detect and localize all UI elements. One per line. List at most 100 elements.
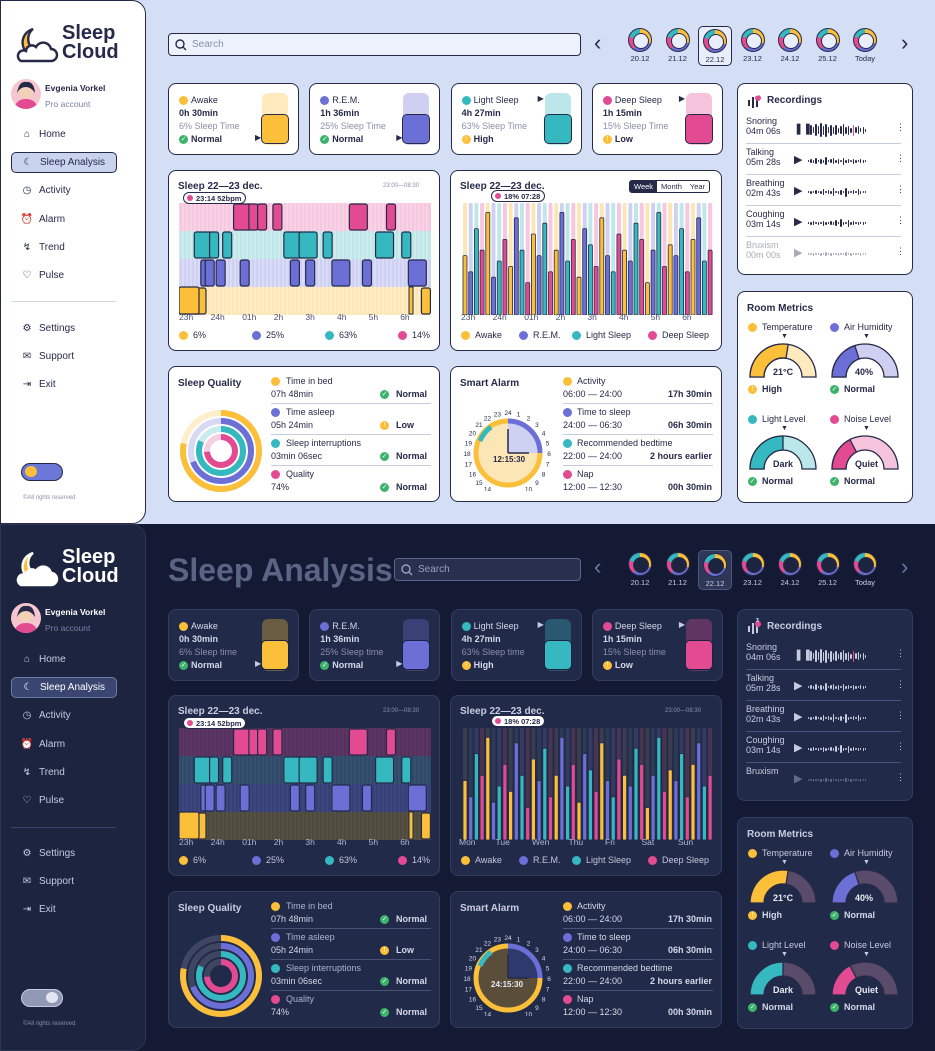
quality-status: Normal bbox=[396, 976, 428, 986]
stage-status: Low bbox=[614, 660, 633, 670]
clock-hour-label: 9 bbox=[535, 480, 539, 487]
date-22.12[interactable]: 22.12 bbox=[698, 550, 732, 590]
stage-segment bbox=[272, 728, 283, 756]
stage-card-light-sleep[interactable]: Light Sleep 4h 27min 63% Sleep time! High ▶ bbox=[450, 609, 582, 681]
more-icon[interactable]: ⋮ bbox=[896, 710, 905, 720]
theme-toggle[interactable] bbox=[21, 989, 63, 1007]
play-icon[interactable]: ▶ bbox=[794, 742, 803, 754]
play-icon[interactable]: ▶ bbox=[678, 94, 686, 103]
date-20.12[interactable]: 20.12 bbox=[623, 550, 657, 590]
pause-icon[interactable]: ❚❚ bbox=[794, 649, 813, 661]
nav-item-alarm[interactable]: ⏰ Alarm bbox=[11, 734, 117, 755]
more-icon[interactable]: ⋮ bbox=[896, 184, 905, 194]
play-icon[interactable]: ▶ bbox=[794, 711, 803, 723]
play-icon[interactable]: ▶ bbox=[794, 154, 803, 166]
nav-item-home[interactable]: ⌂ Home bbox=[11, 124, 117, 145]
date-Today[interactable]: Today bbox=[848, 550, 882, 590]
more-icon[interactable]: ⋮ bbox=[896, 648, 905, 658]
stage-card-deep-sleep[interactable]: Deep Sleep 1h 15min 15% Sleep Time! Low ▶ bbox=[591, 83, 723, 155]
nav-item-alarm[interactable]: ⏰ Alarm bbox=[11, 209, 117, 230]
bar bbox=[474, 228, 479, 315]
stage-segment bbox=[407, 784, 427, 812]
quality-label: Sleep interruptions bbox=[286, 438, 362, 448]
more-icon[interactable]: ⋮ bbox=[896, 679, 905, 689]
date-25.12[interactable]: 25.12 bbox=[811, 550, 845, 590]
play-icon[interactable]: ▶ bbox=[396, 659, 403, 668]
pause-icon[interactable]: ❚❚ bbox=[794, 123, 813, 135]
theme-toggle[interactable] bbox=[21, 463, 63, 481]
toggle-week[interactable]: Week bbox=[630, 181, 658, 192]
nav-item-settings[interactable]: ⚙ Settings bbox=[11, 318, 117, 339]
nav-item-support[interactable]: ✉ Support bbox=[11, 346, 117, 367]
play-icon[interactable]: ▶ bbox=[396, 133, 403, 142]
legend-label: Deep Sleep bbox=[662, 330, 710, 340]
search-input[interactable]: Search bbox=[394, 558, 581, 581]
bar bbox=[513, 742, 519, 840]
nav-item-support[interactable]: ✉ Support bbox=[11, 871, 117, 892]
more-icon[interactable]: ⋮ bbox=[896, 153, 905, 163]
date-24.12[interactable]: 24.12 bbox=[773, 550, 807, 590]
period-toggle[interactable]: Week Month Year bbox=[629, 180, 711, 193]
next-date-button[interactable]: › bbox=[901, 554, 909, 579]
prev-date-button[interactable]: ‹ bbox=[594, 30, 602, 55]
nav-item-trend[interactable]: ↯ Trend bbox=[11, 237, 117, 258]
gauge-pointer-icon: ▼ bbox=[781, 951, 788, 958]
search-input[interactable]: Search bbox=[168, 33, 581, 56]
nav-item-activity[interactable]: ◷ Activity bbox=[11, 180, 117, 201]
quality-value: 03min 06sec bbox=[271, 976, 323, 986]
nav-item-exit[interactable]: ⇥ Exit bbox=[11, 374, 117, 395]
stage-card-r-e-m[interactable]: R.E.M. 1h 36min 25% Sleep Time ✓ Normal ▶ bbox=[309, 83, 441, 155]
play-icon[interactable]: ▶ bbox=[794, 773, 803, 785]
play-icon[interactable]: ▶ bbox=[255, 133, 262, 142]
stage-segment bbox=[374, 231, 395, 259]
stage-card-r-e-m[interactable]: R.E.M. 1h 36min 25% Sleep time ✓ Normal ▶ bbox=[309, 609, 441, 681]
date-25.12[interactable]: 25.12 bbox=[811, 26, 845, 66]
next-date-button[interactable]: › bbox=[901, 30, 909, 55]
nav-item-settings[interactable]: ⚙ Settings bbox=[11, 843, 117, 864]
play-icon[interactable]: ▶ bbox=[537, 620, 544, 629]
user-profile[interactable]: Evgenia Vorkel Pro account bbox=[11, 603, 141, 635]
date-21.12[interactable]: 21.12 bbox=[661, 26, 695, 66]
date-22.12[interactable]: 22.12 bbox=[698, 26, 732, 66]
date-Today[interactable]: Today bbox=[848, 26, 882, 66]
play-icon[interactable]: ▶ bbox=[794, 216, 803, 228]
play-icon[interactable]: ▶ bbox=[255, 659, 262, 668]
nav-item-activity[interactable]: ◷ Activity bbox=[11, 705, 117, 726]
toggle-year[interactable]: Year bbox=[689, 182, 706, 191]
nav-item-exit[interactable]: ⇥ Exit bbox=[11, 899, 117, 920]
stage-card-light-sleep[interactable]: Light Sleep 4h 27min 63% Sleep Time! High ▶ bbox=[450, 83, 582, 155]
more-icon[interactable]: ⋮ bbox=[896, 215, 905, 225]
prev-date-button[interactable]: ‹ bbox=[594, 554, 602, 579]
quality-label: Sleep interruptions bbox=[286, 963, 362, 973]
more-icon[interactable]: ⋮ bbox=[896, 122, 905, 132]
date-24.12[interactable]: 24.12 bbox=[773, 26, 807, 66]
nav-item-home[interactable]: ⌂ Home bbox=[11, 649, 117, 670]
date-20.12[interactable]: 20.12 bbox=[623, 26, 657, 66]
x-tick-label: 24h bbox=[210, 837, 225, 847]
gear-icon: ⚙ bbox=[22, 323, 32, 334]
date-23.12[interactable]: 23.12 bbox=[736, 550, 770, 590]
nav-item-sleep-analysis[interactable]: ☾ Sleep Analysis bbox=[11, 152, 117, 174]
date-23.12[interactable]: 23.12 bbox=[736, 26, 770, 66]
stage-card-awake[interactable]: Awake 0h 30min 6% Sleep Time ✓ Normal ▶ bbox=[168, 83, 299, 155]
play-icon[interactable]: ▶ bbox=[794, 247, 803, 259]
more-icon[interactable]: ⋮ bbox=[896, 772, 905, 782]
toggle-month[interactable]: Month bbox=[661, 182, 682, 191]
user-profile[interactable]: Evgenia Vorkel Pro account bbox=[11, 79, 141, 111]
waveform bbox=[808, 742, 867, 756]
play-icon[interactable]: ▶ bbox=[794, 680, 803, 692]
nav-item-sleep-analysis[interactable]: ☾ Sleep Analysis bbox=[11, 677, 117, 699]
legend-label: Light Sleep bbox=[586, 855, 632, 865]
play-icon[interactable]: ▶ bbox=[537, 94, 544, 103]
nav-item-pulse[interactable]: ♡ Pulse bbox=[11, 265, 117, 286]
more-icon[interactable]: ⋮ bbox=[896, 741, 905, 751]
nav-item-pulse[interactable]: ♡ Pulse bbox=[11, 790, 117, 811]
stage-card-awake[interactable]: Awake 0h 30min 6% Sleep time ✓ Normal ▶ bbox=[168, 609, 299, 681]
stage-card-deep-sleep[interactable]: Deep Sleep 1h 15min 15% Sleep time! Low ▶ bbox=[591, 609, 723, 681]
date-21.12[interactable]: 21.12 bbox=[661, 550, 695, 590]
more-icon[interactable]: ⋮ bbox=[896, 246, 905, 256]
play-icon[interactable]: ▶ bbox=[678, 620, 686, 629]
nav-item-trend[interactable]: ↯ Trend bbox=[11, 762, 117, 783]
play-icon[interactable]: ▶ bbox=[794, 185, 803, 197]
stage-percent: 15% Sleep time bbox=[602, 647, 666, 657]
